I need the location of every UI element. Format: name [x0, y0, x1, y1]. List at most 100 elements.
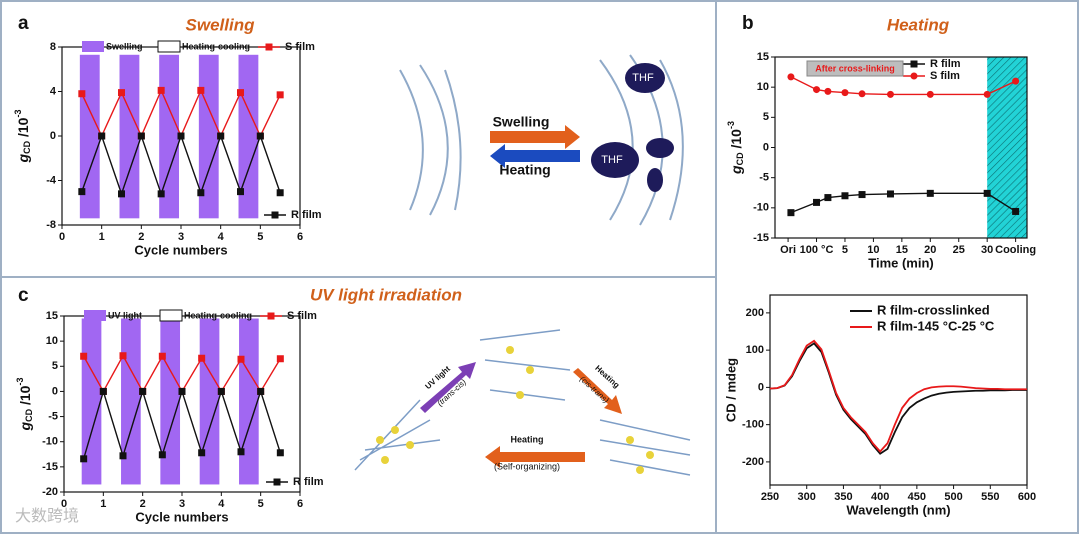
y-tick-label: -15 — [42, 461, 58, 473]
y-tick-label: -15 — [753, 232, 769, 244]
y-tick-label: -200 — [742, 456, 764, 468]
marker — [256, 132, 264, 140]
marker — [983, 189, 991, 197]
x-tick-label: 25 — [953, 244, 965, 256]
marker — [858, 191, 866, 199]
x-tick-label: 100 °C — [800, 244, 834, 256]
marker — [787, 73, 795, 81]
band — [239, 318, 259, 485]
y-axis-label: CD / mdeg — [723, 358, 738, 422]
marker — [237, 355, 245, 363]
marker — [813, 198, 821, 206]
marker — [1012, 207, 1020, 215]
y-tick-label: 200 — [746, 307, 764, 319]
x-tick-label: 300 — [798, 491, 816, 503]
band — [81, 318, 102, 485]
x-axis-label: Wavelength (nm) — [846, 502, 950, 517]
x-axis-label: Time (min) — [868, 255, 934, 270]
y-tick-label: -4 — [46, 174, 57, 186]
band — [160, 318, 181, 485]
series-line — [769, 339, 1027, 453]
legend-label: S film — [930, 70, 960, 82]
marker — [118, 89, 125, 97]
panel-label: b — [742, 13, 754, 34]
marker — [80, 352, 88, 360]
marker — [1012, 77, 1020, 85]
marker — [257, 387, 265, 395]
y-tick-label: 10 — [757, 81, 769, 93]
marker — [197, 189, 205, 197]
shaded-region — [987, 57, 1027, 238]
x-tick-label: 0 — [61, 498, 67, 510]
x-tick-label: 500 — [944, 491, 962, 503]
legend-swatch — [84, 310, 106, 321]
y-axis-label: gCD /10-3 — [726, 121, 745, 175]
marker — [198, 449, 206, 457]
y-tick-label: 5 — [52, 360, 58, 372]
marker — [157, 86, 165, 94]
x-tick-label: 6 — [297, 498, 303, 510]
marker — [983, 90, 991, 98]
legend-label: R film-crosslinked — [877, 302, 990, 317]
x-tick-label: Ori — [780, 244, 796, 256]
y-label-sub: CD — [22, 140, 32, 153]
legend-swatch — [82, 41, 104, 52]
x-tick-label: 5 — [257, 231, 263, 243]
marker — [78, 90, 86, 98]
marker — [98, 132, 106, 140]
marker — [119, 352, 127, 360]
band — [199, 318, 220, 485]
marker — [198, 354, 206, 362]
y-tick-label: 4 — [50, 85, 57, 97]
marker — [910, 72, 918, 80]
marker — [237, 188, 244, 196]
y-label-sub: CD — [735, 152, 745, 165]
annotation: After cross-linking — [815, 63, 895, 73]
marker — [276, 449, 284, 457]
legend-swatch — [157, 40, 181, 53]
legend-label: Heating-cooling — [184, 310, 252, 320]
marker — [217, 132, 225, 140]
y-tick-label: 0 — [52, 385, 58, 397]
x-tick-label: 20 — [924, 244, 936, 256]
arrow-label: Swelling — [493, 114, 550, 130]
x-tick-label: 350 — [834, 491, 852, 503]
marker — [157, 190, 165, 198]
x-tick-label: 1 — [99, 231, 105, 243]
panel-label: a — [18, 13, 29, 34]
y-label-sub: CD — [24, 408, 34, 421]
y-label-rest: /10 — [17, 385, 33, 409]
y-tick-label: 10 — [46, 335, 58, 347]
marker — [118, 190, 125, 198]
marker — [276, 91, 284, 99]
marker — [158, 451, 166, 459]
marker — [273, 478, 281, 486]
marker — [824, 87, 832, 95]
legend-label: UV light — [108, 310, 142, 320]
y-tick-label: -8 — [46, 219, 56, 231]
x-tick-label: 250 — [761, 491, 779, 503]
marker — [99, 387, 107, 395]
marker — [841, 89, 849, 97]
legend-label: R film — [291, 209, 322, 221]
legend-label: Heating-cooling — [182, 41, 250, 51]
series-line — [769, 342, 1027, 455]
marker — [265, 43, 273, 51]
uv-diagram: UV light (trans-cis) Heating (cis-trans)… — [354, 329, 691, 476]
thf-label: THF — [632, 72, 654, 84]
arrow-label: Heating — [510, 434, 543, 444]
y-tick-label: -5 — [48, 410, 58, 422]
y-label-sup: -3 — [13, 110, 23, 118]
marker — [271, 211, 279, 219]
x-tick-label: 5 — [258, 498, 264, 510]
marker — [276, 355, 284, 363]
x-tick-label: 10 — [867, 244, 879, 256]
panel-title: Swelling — [186, 15, 256, 34]
y-tick-label: 0 — [763, 141, 769, 153]
marker — [787, 209, 795, 217]
arrow-label: Heating — [499, 162, 550, 178]
marker — [80, 455, 88, 463]
y-tick-label: 0 — [50, 130, 56, 142]
